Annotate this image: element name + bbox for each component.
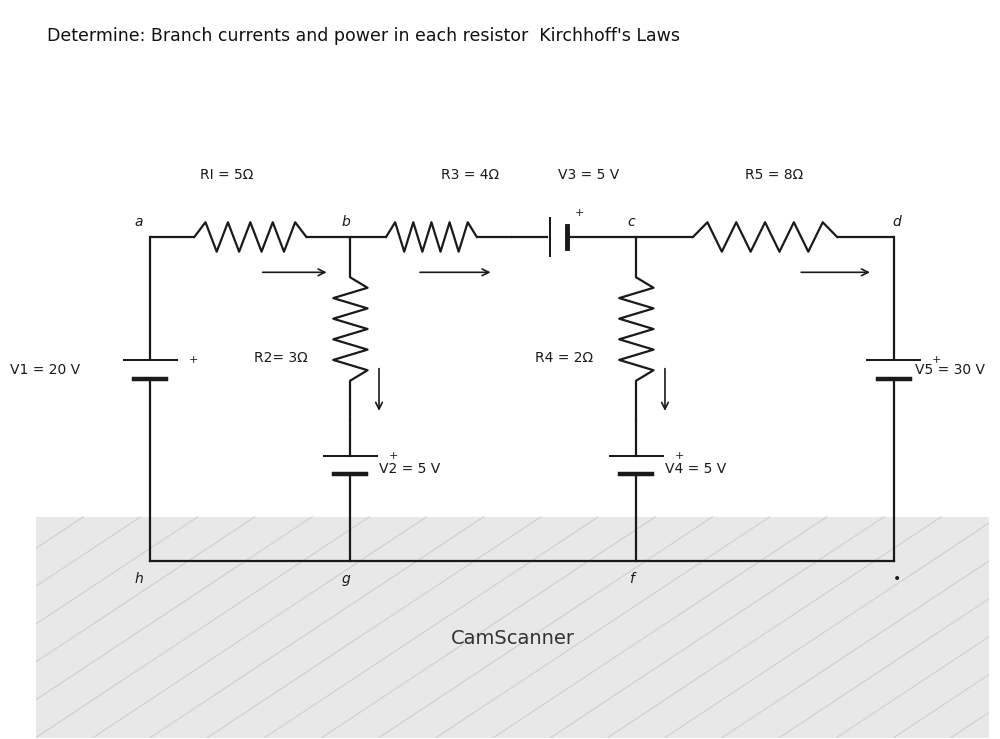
Text: R4 = 2Ω: R4 = 2Ω — [535, 352, 593, 366]
Text: b: b — [341, 215, 350, 229]
Text: R5 = 8Ω: R5 = 8Ω — [745, 168, 804, 182]
Text: d: d — [892, 215, 901, 229]
Text: g: g — [341, 572, 350, 586]
Text: V1 = 20 V: V1 = 20 V — [10, 363, 80, 376]
Text: +: + — [188, 355, 198, 365]
Text: •: • — [892, 572, 901, 586]
Text: +: + — [389, 452, 398, 461]
Text: R2= 3Ω: R2= 3Ω — [254, 352, 308, 366]
Text: h: h — [134, 572, 143, 586]
Text: c: c — [628, 215, 635, 229]
Text: +: + — [932, 355, 941, 365]
Text: a: a — [135, 215, 143, 229]
Text: V3 = 5 V: V3 = 5 V — [558, 168, 619, 182]
Text: V5 = 30 V: V5 = 30 V — [915, 363, 985, 376]
Text: f: f — [629, 572, 634, 586]
Text: V2 = 5 V: V2 = 5 V — [379, 462, 440, 476]
Text: +: + — [675, 452, 684, 461]
Bar — [36, 517, 989, 738]
Text: V4 = 5 V: V4 = 5 V — [665, 462, 726, 476]
Text: Determine: Branch currents and power in each resistor  Kirchhoff's Laws: Determine: Branch currents and power in … — [47, 27, 680, 45]
Text: +: + — [574, 208, 584, 218]
Text: CamScanner: CamScanner — [450, 629, 574, 647]
Text: RI = 5Ω: RI = 5Ω — [200, 168, 253, 182]
Text: R3 = 4Ω: R3 = 4Ω — [441, 168, 499, 182]
